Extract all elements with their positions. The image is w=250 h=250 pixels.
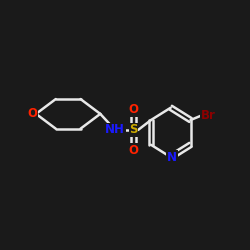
Text: S: S <box>130 124 138 136</box>
Text: N: N <box>167 151 177 164</box>
Text: O: O <box>129 144 139 157</box>
Text: O: O <box>27 108 37 120</box>
Text: Br: Br <box>200 108 215 122</box>
Text: O: O <box>129 103 139 116</box>
Text: NH: NH <box>105 124 125 136</box>
